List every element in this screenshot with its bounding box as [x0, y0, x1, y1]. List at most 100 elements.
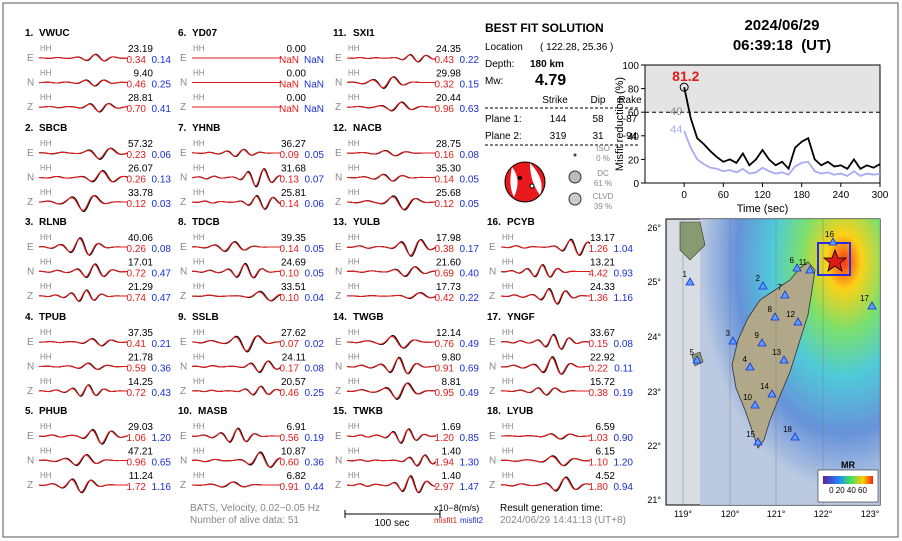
station-marker — [780, 290, 790, 299]
amplitude: 0.00 — [287, 93, 307, 104]
iso-ball — [573, 153, 577, 157]
station-name: LYUB — [507, 406, 533, 417]
misfit2: 0.19 — [305, 433, 325, 444]
lon-label: 120° — [721, 509, 740, 519]
misfit2: 0.15 — [460, 80, 480, 91]
amplitude: 21.78 — [128, 353, 153, 364]
waveform-observed — [39, 194, 128, 213]
station-number: 10. — [178, 406, 192, 417]
waveform-synthetic — [347, 174, 436, 182]
amplitude: 33.78 — [128, 188, 153, 199]
waveform-synthetic — [346, 476, 437, 493]
waveform-synthetic — [347, 76, 436, 89]
station-number: 8. — [178, 217, 187, 228]
station-name: TWGB — [353, 312, 384, 323]
waveform-synthetic — [500, 264, 590, 278]
misfit1: 0.16 — [435, 150, 455, 161]
waveform-synthetic — [347, 150, 436, 157]
x-tick-label: 120 — [754, 190, 771, 201]
amplitude: 29.03 — [128, 422, 153, 433]
waveform-synthetic — [347, 292, 437, 299]
component: N — [180, 362, 187, 373]
scale-label: 100 sec — [374, 518, 409, 529]
date: 2024/06/29 — [744, 17, 819, 34]
x-tick-label: 0 — [681, 190, 687, 201]
component: E — [335, 148, 342, 159]
misfit1: 0.43 — [435, 55, 455, 66]
channel: HH — [502, 328, 514, 337]
plane-label: Plane 1: — [485, 114, 522, 125]
misfit2: 0.22 — [460, 293, 480, 304]
misfit2: 0.36 — [152, 364, 172, 375]
misfit2: 1.30 — [460, 458, 480, 469]
station-number: 18. — [487, 406, 501, 417]
waveform-synthetic — [500, 334, 590, 350]
component: N — [27, 267, 34, 278]
channel: HH — [502, 471, 514, 480]
component: E — [180, 148, 187, 159]
amplitude: 25.81 — [281, 188, 306, 199]
misfit1: 0.17 — [280, 364, 300, 375]
component: Z — [335, 197, 341, 208]
station-marker — [828, 237, 838, 246]
x-tick-label: 240 — [832, 190, 849, 201]
y-tick-label: 60 — [628, 108, 640, 119]
amplitude: 28.81 — [128, 93, 153, 104]
waveform-synthetic — [39, 264, 128, 278]
misfit1: 0.26 — [127, 244, 147, 255]
component: Z — [180, 386, 186, 397]
waveform-synthetic — [38, 238, 128, 256]
waveform-synthetic — [192, 263, 281, 279]
misfit2: 1.20 — [152, 433, 172, 444]
station-name: YNGF — [507, 312, 535, 323]
misfit1: 1.20 — [435, 433, 455, 444]
waveform-synthetic — [192, 335, 281, 352]
misfit2: 0.08 — [460, 150, 480, 161]
misfit1-legend: misfit1 — [434, 516, 458, 525]
channel: HH — [348, 328, 360, 337]
channel: HH — [193, 44, 205, 53]
misfit1: 0.74 — [127, 293, 147, 304]
misfit1: 0.22 — [589, 364, 609, 375]
channel: HH — [193, 233, 205, 242]
column-header: Dip — [590, 95, 605, 106]
misfit2: 0.41 — [152, 104, 172, 115]
waveform-synthetic — [347, 54, 437, 63]
station-number: 16. — [487, 217, 501, 228]
waveform-synthetic — [346, 239, 437, 256]
waveform-synthetic — [347, 335, 436, 349]
misfit1: 0.95 — [435, 388, 455, 399]
channel: HH — [502, 422, 514, 431]
station-number: 11. — [333, 28, 347, 39]
amplitude: 14.25 — [128, 377, 153, 388]
component: N — [335, 173, 342, 184]
misfit1: 0.10 — [280, 293, 300, 304]
misfit1: 0.70 — [127, 104, 147, 115]
channel: HH — [348, 447, 360, 456]
misfit1: 0.23 — [127, 150, 147, 161]
misfit1: 0.32 — [435, 80, 455, 91]
misfit1: 0.13 — [280, 175, 300, 186]
misfit2: 0.13 — [152, 175, 172, 186]
station-name: SSLB — [192, 312, 219, 323]
misfit2: 0.05 — [305, 150, 325, 161]
column-header: Strike — [542, 95, 568, 106]
station-name: YD07 — [192, 28, 217, 39]
amplitude: 0.00 — [287, 69, 307, 80]
channel: HH — [502, 282, 514, 291]
misfit1: 0.76 — [435, 339, 455, 350]
station-marker — [745, 362, 755, 371]
component: N — [489, 267, 496, 278]
waveform-synthetic — [39, 362, 128, 370]
depth-label: Depth: — [485, 59, 514, 70]
channel: HH — [40, 447, 52, 456]
amplitude: 20.57 — [281, 377, 306, 388]
channel: HH — [193, 282, 205, 291]
station-label: 5 — [690, 348, 695, 357]
lon-label: 123° — [861, 509, 880, 519]
amplitude: 15.72 — [590, 377, 615, 388]
component: N — [27, 456, 34, 467]
station-marker — [793, 317, 803, 326]
station-number: 14. — [333, 312, 347, 323]
component: N — [180, 78, 187, 89]
